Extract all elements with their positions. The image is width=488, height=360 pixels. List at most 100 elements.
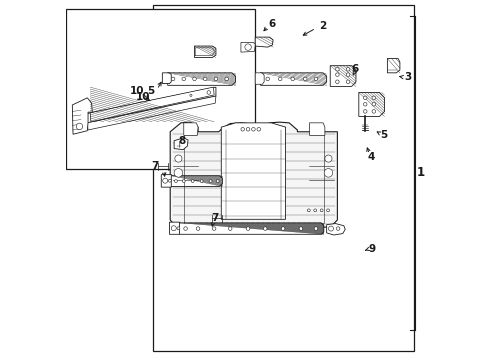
Text: 4: 4 (367, 152, 374, 162)
Text: 5: 5 (147, 86, 154, 96)
Text: 10: 10 (135, 92, 150, 102)
Circle shape (251, 127, 255, 131)
Circle shape (326, 209, 329, 212)
Circle shape (241, 127, 244, 131)
Circle shape (224, 77, 228, 81)
Polygon shape (174, 138, 188, 150)
Circle shape (313, 227, 317, 230)
Circle shape (168, 179, 171, 182)
Circle shape (265, 77, 269, 81)
Polygon shape (241, 42, 255, 52)
Polygon shape (161, 175, 173, 187)
Polygon shape (329, 66, 355, 86)
Circle shape (244, 44, 251, 50)
Circle shape (216, 180, 219, 183)
Text: 3: 3 (404, 72, 411, 82)
Circle shape (76, 123, 82, 130)
Circle shape (346, 80, 349, 84)
Circle shape (171, 77, 175, 81)
Polygon shape (167, 73, 235, 85)
Circle shape (246, 127, 249, 131)
Circle shape (307, 209, 309, 212)
Text: 6: 6 (268, 18, 275, 28)
Text: 2: 2 (318, 21, 325, 31)
Polygon shape (221, 123, 285, 219)
Polygon shape (87, 96, 216, 130)
Bar (153, 5, 413, 351)
Circle shape (336, 227, 339, 230)
Circle shape (192, 77, 196, 81)
Circle shape (371, 96, 375, 100)
Bar (66, 9, 255, 169)
Circle shape (206, 91, 210, 94)
Circle shape (189, 94, 192, 96)
Circle shape (263, 227, 266, 230)
Circle shape (191, 180, 194, 183)
Circle shape (363, 110, 366, 113)
Polygon shape (162, 73, 171, 84)
Text: 6: 6 (350, 64, 357, 73)
Polygon shape (85, 87, 216, 123)
Text: 5: 5 (379, 130, 386, 140)
Circle shape (171, 226, 176, 231)
Circle shape (303, 77, 306, 81)
Text: 1: 1 (416, 166, 424, 179)
Circle shape (182, 77, 185, 81)
Circle shape (278, 77, 282, 81)
Polygon shape (358, 93, 384, 116)
Polygon shape (260, 73, 326, 85)
Circle shape (228, 227, 231, 230)
Circle shape (346, 73, 349, 76)
Circle shape (324, 168, 332, 177)
Circle shape (335, 80, 339, 84)
Polygon shape (386, 59, 399, 73)
Circle shape (313, 77, 317, 81)
Circle shape (214, 77, 217, 81)
Polygon shape (309, 123, 324, 135)
Polygon shape (183, 123, 198, 135)
Circle shape (183, 227, 187, 230)
Polygon shape (194, 46, 216, 58)
Circle shape (320, 209, 323, 212)
Circle shape (328, 226, 333, 231)
Circle shape (196, 227, 200, 230)
Circle shape (212, 227, 216, 230)
Text: 8: 8 (178, 136, 185, 146)
Circle shape (371, 103, 375, 106)
Circle shape (246, 227, 249, 230)
Polygon shape (72, 98, 92, 134)
Polygon shape (326, 224, 345, 235)
Circle shape (163, 178, 167, 183)
Text: 7: 7 (211, 213, 219, 223)
Circle shape (290, 77, 294, 81)
Circle shape (174, 168, 183, 177)
Circle shape (174, 180, 177, 183)
Polygon shape (170, 122, 337, 227)
Circle shape (371, 110, 375, 113)
Circle shape (182, 180, 185, 183)
Circle shape (335, 73, 339, 76)
Circle shape (175, 155, 182, 162)
Circle shape (346, 67, 349, 71)
Circle shape (203, 77, 206, 81)
Circle shape (363, 96, 366, 100)
Circle shape (257, 127, 260, 131)
Circle shape (177, 227, 180, 230)
Circle shape (281, 227, 285, 230)
Circle shape (335, 67, 339, 71)
Circle shape (363, 103, 366, 106)
Circle shape (324, 155, 331, 162)
Circle shape (313, 209, 316, 212)
Polygon shape (255, 37, 272, 47)
Text: 9: 9 (368, 244, 375, 253)
Text: 10: 10 (130, 86, 144, 96)
Polygon shape (171, 176, 222, 186)
Polygon shape (255, 73, 264, 84)
Polygon shape (179, 223, 323, 234)
Circle shape (209, 180, 212, 183)
Polygon shape (169, 222, 182, 234)
Polygon shape (90, 87, 214, 122)
Text: 7: 7 (150, 161, 158, 171)
Circle shape (299, 227, 302, 230)
Circle shape (200, 180, 203, 183)
